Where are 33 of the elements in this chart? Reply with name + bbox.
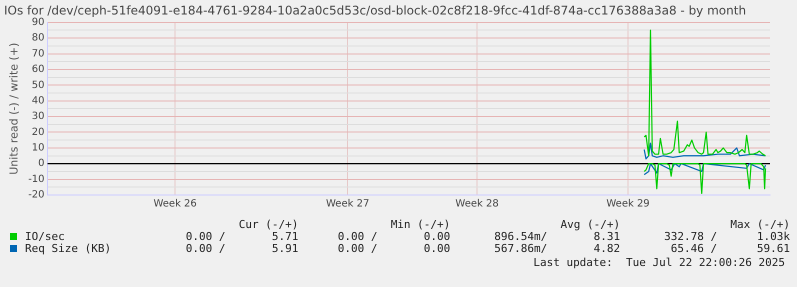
text: 332.78 / 1.03k [663, 230, 790, 243]
x-tick-label: Week 28 [455, 198, 499, 210]
text: 0.00 / 5.91 [184, 242, 298, 255]
text: 0.00 / 0.00 [336, 242, 450, 255]
text: 896.54m/ 8.31 [493, 230, 620, 243]
text: 0.00 / 5.71 [184, 230, 298, 243]
text: Min (-/+) [390, 218, 450, 231]
text: Last update: Tue Jul 22 22:00:26 2025 [533, 256, 785, 269]
y-tick-label: 80 [32, 32, 45, 44]
text: 0.00 / 0.00 [336, 230, 450, 243]
y-tick-label: 10 [32, 142, 45, 154]
y-tick-label: 30 [32, 111, 45, 122]
text: 65.46 / 59.61 [670, 242, 790, 255]
text: 567.86m/ 4.82 [493, 242, 620, 255]
y-tick-label: 40 [32, 95, 45, 106]
y-tick-label: 70 [32, 48, 45, 60]
y-tick-label: 50 [32, 80, 45, 91]
x-tick-label: Week 27 [326, 198, 370, 210]
y-tick-label: -20 [28, 190, 45, 201]
text: Max (-/+) [729, 218, 790, 231]
y-tick-label: -10 [28, 174, 45, 185]
y-tick-label: 20 [32, 126, 45, 138]
y-tick-label: 60 [32, 64, 45, 76]
x-tick-label: Week 26 [153, 198, 197, 210]
x-tick-label: Week 29 [606, 198, 650, 210]
text: Cur (-/+) [238, 218, 298, 231]
chart-title: IOs for /dev/ceph-51fe4091-e184-4761-9284-10a2a0c5d53c/osd-block-02c8f218-9fcc-41df-874a-cc176388a3a8 - by month [4, 3, 746, 18]
legend-label: Req Size (KB) [24, 242, 112, 255]
y-tick-label: 0 [38, 158, 45, 170]
legend-label: IO/sec [24, 230, 66, 243]
y-tick-label: 90 [32, 16, 45, 28]
text: Avg (-/+) [560, 218, 620, 231]
y-axis-title: Units read (-) / write (+) [7, 42, 20, 175]
